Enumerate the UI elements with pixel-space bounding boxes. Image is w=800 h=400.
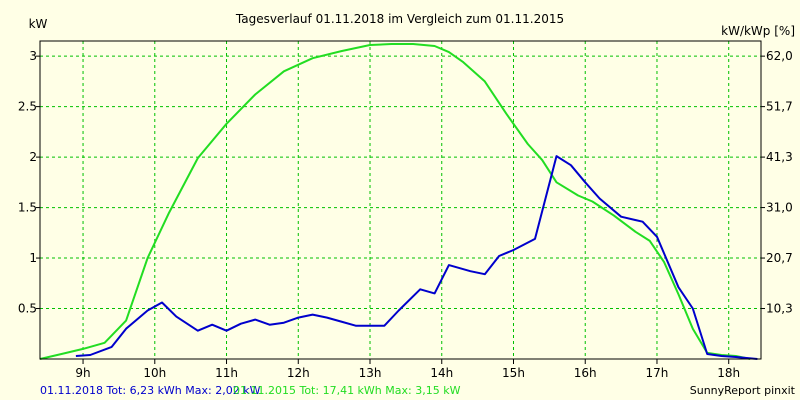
x-tick-label: 18h — [717, 366, 740, 380]
left-axis-labels: 0.5 1 1.5 2 2.5 3 — [18, 49, 37, 315]
y-tick-label: 2 — [29, 150, 37, 164]
x-tick-label: 10h — [143, 366, 166, 380]
y-right-tick-label: 51,7 — [766, 100, 793, 114]
y-tick-label: 3 — [29, 49, 37, 63]
gridlines — [40, 41, 761, 359]
axis-ticks — [36, 55, 765, 364]
y-right-tick-label: 41,3 — [766, 150, 793, 164]
y-right-tick-label: 62,0 — [766, 49, 793, 63]
legend-series-2015: 01.11.2015 Tot: 17,41 kWh Max: 3,15 kW — [233, 384, 461, 397]
right-axis-unit: kW/kWp [%] — [721, 24, 795, 38]
x-tick-label: 15h — [502, 366, 525, 380]
x-tick-label: 17h — [646, 366, 669, 380]
legend-series-2018: 01.11.2018 Tot: 6,23 kWh Max: 2,02 kW — [40, 384, 261, 397]
x-tick-label: 9h — [75, 366, 90, 380]
series-line-2015 — [39, 43, 751, 360]
plot-frame — [39, 40, 762, 360]
x-tick-label: 13h — [359, 366, 382, 380]
x-tick-label: 14h — [430, 366, 453, 380]
x-axis-labels: 9h 10h 11h 12h 13h 14h 15h 16h 17h 18h — [75, 366, 740, 380]
y-tick-label: 0.5 — [18, 302, 37, 316]
series-lines — [39, 43, 758, 360]
x-tick-label: 16h — [574, 366, 597, 380]
left-axis-unit: kW — [29, 17, 48, 31]
x-tick-label: 12h — [287, 366, 310, 380]
right-axis-labels: 10,3 20,7 31,0 41,3 51,7 62,0 — [766, 49, 793, 315]
chart-title: Tagesverlauf 01.11.2018 im Vergleich zum… — [235, 12, 564, 26]
x-tick-label: 11h — [215, 366, 238, 380]
y-tick-label: 1 — [29, 251, 37, 265]
credit-text: SunnyReport pinxit — [690, 384, 796, 397]
y-tick-label: 1.5 — [18, 201, 37, 215]
y-right-tick-label: 10,3 — [766, 302, 793, 316]
y-right-tick-label: 31,0 — [766, 201, 793, 215]
y-right-tick-label: 20,7 — [766, 251, 793, 265]
y-tick-label: 2.5 — [18, 100, 37, 114]
series-line-2018 — [75, 155, 758, 360]
